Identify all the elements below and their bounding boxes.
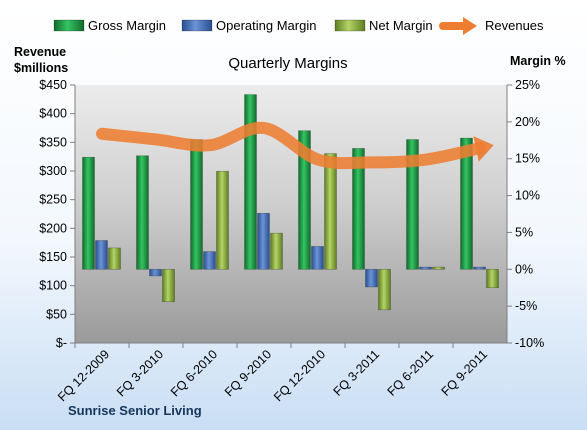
- revenue-point: [155, 138, 157, 140]
- bar-gross-margin: [82, 156, 95, 270]
- left-tick-label: $400: [39, 107, 67, 121]
- right-tick-label: 5%: [515, 225, 533, 239]
- left-tick-label: $-: [56, 336, 67, 350]
- legend-label: Operating Margin: [216, 18, 316, 33]
- revenue-point: [263, 127, 265, 129]
- right-tick-label: -10%: [515, 336, 544, 350]
- revenue-series-line: [96, 121, 486, 170]
- left-tick-label: $150: [39, 250, 67, 264]
- revenue-point: [425, 159, 427, 161]
- bar-net-margin: [216, 170, 229, 270]
- x-tick-label: FQ 9-2010: [222, 347, 274, 399]
- bar-net-margin: [324, 153, 337, 270]
- x-axis: FQ 12-2009 FQ 3-2010 FQ 6-2010 FQ 9-2010FQ …: [55, 343, 490, 404]
- legend-swatch: [181, 19, 213, 32]
- left-axis-title-line-1: Revenue: [14, 45, 66, 59]
- revenue-line: [96, 121, 494, 170]
- left-axis: $- $50 $100 $150 $200 $250 $300 $350 $400 $450: [39, 78, 507, 350]
- right-tick-label: -5%: [515, 299, 537, 313]
- bar-operating-margin: [257, 212, 270, 270]
- revenue-point: [479, 147, 481, 149]
- left-tick-label: $300: [39, 164, 67, 178]
- bar-gross-margin: [352, 148, 365, 270]
- right-tick-label: 10%: [515, 189, 540, 203]
- bar-net-margin: [162, 268, 175, 303]
- revenue-point: [101, 133, 103, 135]
- bar-operating-margin: [95, 240, 108, 270]
- bar-net-margin: [378, 268, 391, 311]
- left-tick-label: $350: [39, 135, 67, 149]
- bar-gross-margin: [298, 130, 311, 270]
- bar-net-margin: [108, 247, 121, 270]
- x-tick-label: FQ 3-2011: [331, 347, 383, 399]
- legend-swatch: [53, 19, 85, 32]
- bar-gross-margin: [136, 155, 149, 270]
- bar-gross-margin: [244, 94, 257, 270]
- legend-label: Gross Margin: [88, 18, 166, 33]
- right-axis: -10% -5% 0% 5% 10% 15% 20% 25%: [506, 78, 544, 350]
- bar-net-margin: [270, 232, 283, 270]
- right-tick-label: 15%: [515, 152, 540, 166]
- x-tick-label: FQ 9-2011: [439, 347, 491, 399]
- bar-operating-margin: [419, 266, 432, 270]
- left-tick-label: $200: [39, 221, 67, 235]
- left-tick-label: $250: [39, 193, 67, 207]
- legend: Gross Margin Operating Margin Net Margin Re…: [53, 17, 544, 35]
- x-tick-label: FQ 12-2009: [55, 347, 112, 404]
- bar-operating-margin: [365, 268, 378, 288]
- bar-net-margin: [432, 266, 445, 270]
- source-label: Sunrise Senior Living: [68, 403, 202, 418]
- x-tick-label: FQ 6-2010: [168, 347, 220, 399]
- left-axis-title-line-2: $millions: [14, 61, 68, 75]
- bar-net-margin: [486, 268, 499, 289]
- right-tick-label: 20%: [515, 115, 540, 129]
- revenue-arrow-head: [473, 136, 494, 162]
- left-tick-label: $100: [39, 279, 67, 293]
- chart-title: Quarterly Margins: [228, 55, 347, 72]
- bar-operating-margin: [311, 246, 324, 270]
- legend-label: Net Margin: [369, 18, 433, 33]
- revenue-point: [371, 161, 373, 163]
- legend-label: Revenues: [485, 18, 544, 33]
- legend-arrow: [463, 17, 477, 35]
- revenue-point: [317, 159, 319, 161]
- bar-operating-margin: [473, 266, 486, 270]
- bar-gross-margin: [460, 137, 473, 270]
- x-tick-label: FQ 3-2010: [114, 347, 166, 399]
- left-tick-label: $450: [39, 78, 67, 92]
- left-tick-label: $50: [46, 307, 67, 321]
- bars: [82, 94, 499, 311]
- revenue-point: [209, 144, 211, 146]
- x-tick-label: FQ 12-2010: [271, 347, 328, 404]
- bar-operating-margin: [149, 268, 162, 277]
- x-tick-label: FQ 6-2011: [385, 347, 437, 399]
- bar-gross-margin: [190, 139, 203, 270]
- right-tick-label: 25%: [515, 78, 540, 92]
- bar-gross-margin: [406, 139, 419, 270]
- bar-operating-margin: [203, 251, 216, 270]
- right-axis-title: Margin %: [510, 54, 566, 68]
- right-tick-label: 0%: [515, 262, 533, 276]
- legend-swatch: [334, 19, 366, 32]
